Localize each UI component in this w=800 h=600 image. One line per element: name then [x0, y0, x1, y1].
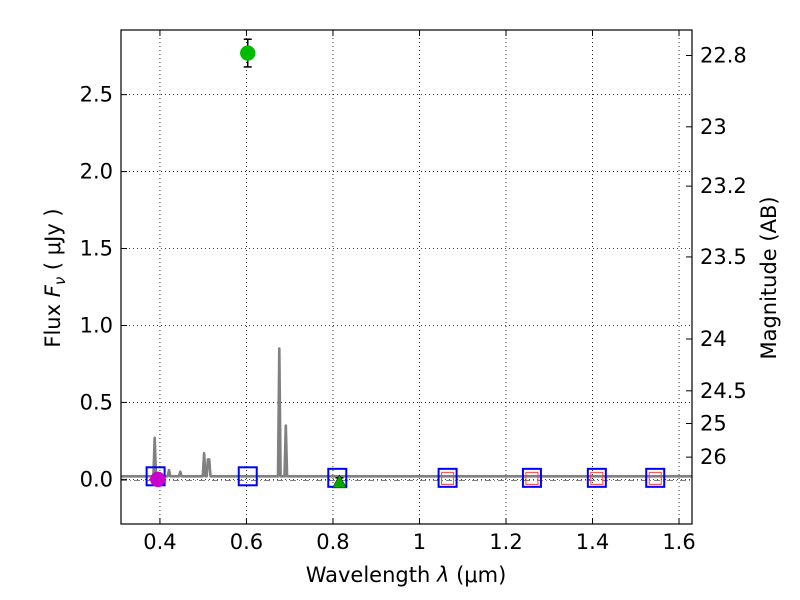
model-band-marker	[645, 467, 666, 488]
y2-tick-label: 26	[700, 445, 727, 469]
y-tick-label: 1.0	[80, 313, 113, 337]
y2-tick-label: 24	[700, 327, 727, 351]
y-tick-label: 2.5	[80, 83, 113, 107]
y2-tick-label: 24.5	[700, 379, 747, 403]
observed-point	[332, 474, 347, 489]
x-tick-label: 0.6	[230, 530, 263, 554]
y2-tick-label: 23	[700, 115, 727, 139]
plot-frame	[120, 29, 693, 525]
tick-layer: 0.4 0.6 0.8 1 1.2 1.4 1.6 0.0 0.5 1.0 1.5 2.0 2.5 22.…	[80, 30, 747, 554]
y2-tick-label: 22.8	[700, 44, 747, 68]
y2-tick-label: 23.2	[700, 174, 747, 198]
x-tick-label: 0.4	[143, 530, 176, 554]
y2-axis-label: Magnitude (AB)	[757, 196, 781, 359]
x-tick-label: 0.8	[316, 530, 349, 554]
upper-limit-marker	[590, 471, 604, 485]
upper-limit-marker	[648, 471, 662, 485]
y-tick-label: 2.0	[80, 160, 113, 184]
x-tick-label: 1	[413, 530, 426, 554]
model-spectrum-line	[121, 347, 692, 478]
model-band-marker	[237, 466, 258, 487]
y-tick-label: 0.5	[80, 390, 113, 414]
y2-tick-label: 25	[700, 411, 727, 435]
model-band-marker	[586, 467, 607, 488]
x-tick-label: 1.2	[489, 530, 522, 554]
upper-limit-marker	[525, 471, 539, 485]
upper-limit-marker	[441, 471, 455, 485]
y-axis-label: Flux Fν ( μJy )	[41, 208, 69, 347]
y-tick-label: 1.5	[80, 237, 113, 261]
x-axis-label: Wavelength λ (μm)	[306, 563, 507, 587]
model-band-marker	[437, 467, 458, 488]
grid-layer	[121, 30, 692, 524]
x-tick-label: 1.4	[576, 530, 609, 554]
data-layer	[121, 38, 692, 489]
x-tick-label: 1.6	[662, 530, 695, 554]
model-band-marker	[521, 467, 542, 488]
observed-point	[239, 45, 256, 61]
y2-tick-label: 23.5	[700, 245, 747, 269]
observed-point	[150, 471, 166, 488]
y-tick-label: 0.0	[80, 467, 113, 491]
